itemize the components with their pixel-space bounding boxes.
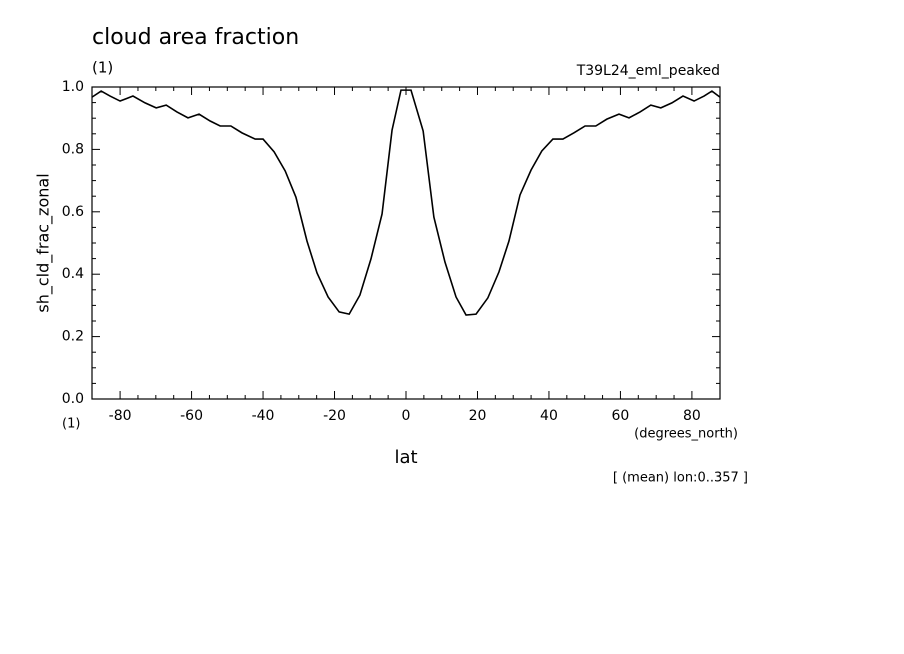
- x-axis-label: lat: [394, 447, 417, 468]
- y-tick-label: 0.0: [62, 391, 84, 407]
- x-tick-label: -40: [252, 408, 275, 424]
- subtitle: T39L24_eml_peaked: [576, 63, 720, 79]
- x-tick-label: -60: [180, 408, 203, 424]
- y-tick-label: 0.6: [62, 204, 84, 220]
- x-tick-label: -20: [323, 408, 346, 424]
- x-axis-units: (degrees_north): [634, 427, 738, 442]
- x-tick-label: -80: [109, 408, 132, 424]
- y-tick-label: 0.2: [62, 329, 84, 345]
- y-axis-units: (1): [62, 417, 80, 432]
- y-axis-label: sh_cld_frac_zonal: [34, 173, 54, 312]
- x-tick-label: 80: [683, 408, 701, 424]
- chart-title: cloud area fraction: [92, 25, 299, 50]
- x-tick-label: 40: [540, 408, 558, 424]
- y-tick-label: 0.4: [62, 266, 84, 282]
- x-tick-label: 20: [469, 408, 487, 424]
- y-tick-label: 1.0: [62, 79, 84, 95]
- annotation: [ (mean) lon:0..357 ]: [613, 471, 748, 486]
- plot-frame: [91, 86, 721, 400]
- y-tick-label: 0.8: [62, 141, 84, 157]
- x-tick-label: 60: [612, 408, 630, 424]
- data-line: [91, 89, 721, 316]
- x-tick-label: 0: [402, 408, 411, 424]
- title-units: (1): [92, 59, 113, 77]
